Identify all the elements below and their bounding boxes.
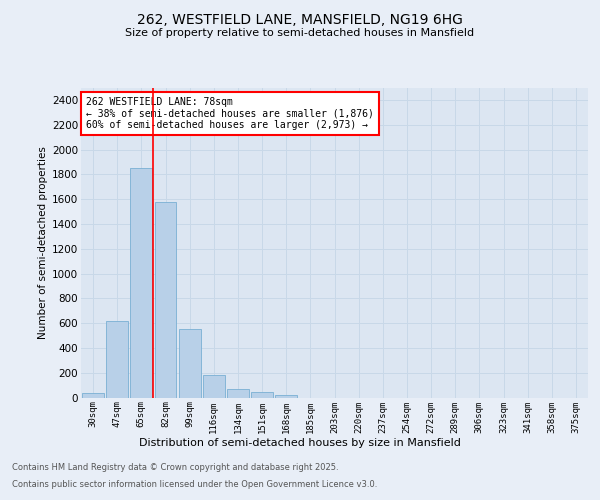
Text: Size of property relative to semi-detached houses in Mansfield: Size of property relative to semi-detach… — [125, 28, 475, 38]
Text: Contains HM Land Registry data © Crown copyright and database right 2025.: Contains HM Land Registry data © Crown c… — [12, 464, 338, 472]
Bar — [251, 392, 273, 398]
Bar — [179, 330, 200, 398]
Text: 262 WESTFIELD LANE: 78sqm
← 38% of semi-detached houses are smaller (1,876)
60% : 262 WESTFIELD LANE: 78sqm ← 38% of semi-… — [86, 97, 374, 130]
Bar — [155, 202, 176, 398]
Bar — [203, 374, 224, 398]
Text: Contains public sector information licensed under the Open Government Licence v3: Contains public sector information licen… — [12, 480, 377, 489]
Bar — [82, 393, 104, 398]
Bar — [130, 168, 152, 398]
Bar — [275, 395, 297, 398]
Bar — [227, 389, 249, 398]
Bar — [106, 320, 128, 398]
Y-axis label: Number of semi-detached properties: Number of semi-detached properties — [38, 146, 48, 339]
Text: Distribution of semi-detached houses by size in Mansfield: Distribution of semi-detached houses by … — [139, 438, 461, 448]
Text: 262, WESTFIELD LANE, MANSFIELD, NG19 6HG: 262, WESTFIELD LANE, MANSFIELD, NG19 6HG — [137, 12, 463, 26]
